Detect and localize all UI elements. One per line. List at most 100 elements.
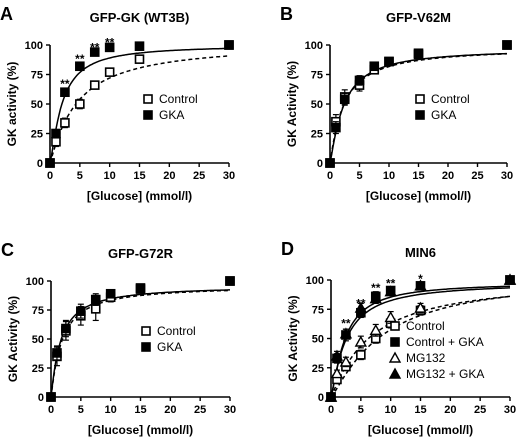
legend-label: MG132: [406, 351, 446, 365]
x-tick-label: 20: [163, 170, 175, 182]
data-point: [105, 288, 116, 299]
data-point: [369, 292, 382, 304]
data-point: [134, 41, 145, 51]
data-point: [104, 67, 115, 77]
panel-d: D MIN6 0 5 10 15 20 25 30 0 25 50 75 100 [Glucose] (mm…: [281, 239, 517, 437]
chart-title: GFP-V62M: [386, 10, 451, 25]
x-tick-label: 15: [134, 404, 146, 416]
data-point: [90, 304, 101, 314]
x-tick-label: 25: [471, 170, 483, 182]
y-tick-label: 75: [311, 70, 323, 82]
significance-marker: **: [356, 296, 366, 310]
data-point: [330, 367, 344, 379]
legend-label: Control: [157, 324, 196, 338]
data-point: [331, 122, 341, 133]
significance-marker: **: [341, 316, 351, 330]
data-point: [90, 294, 101, 305]
data-point: [384, 310, 397, 323]
significance-marker: *: [418, 272, 423, 286]
y-tick-label: 0: [317, 158, 323, 170]
significance-marker: **: [371, 281, 381, 295]
legend-marker: [141, 326, 151, 336]
data-point: [384, 285, 397, 297]
significance-marker: **: [75, 52, 85, 66]
data-point: [45, 158, 55, 168]
fit-line: [49, 47, 229, 164]
x-tick-label: 15: [412, 170, 424, 182]
y-tick-label: 0: [318, 392, 324, 404]
legend-marker: [388, 351, 402, 363]
legend-marker: [390, 321, 400, 331]
data-point: [104, 42, 115, 53]
data-point: [354, 335, 368, 347]
significance-marker: **: [105, 36, 115, 50]
x-axis-label: [Glucose] (mmol/l): [87, 189, 192, 203]
y-tick-label: 25: [31, 129, 43, 141]
y-tick-label: 0: [38, 392, 44, 404]
chart-title: GFP-GK (WT3B): [90, 10, 190, 25]
legend: Control GKA: [141, 324, 196, 354]
x-tick-label: 30: [501, 170, 513, 182]
legend: Control GKA: [415, 92, 470, 122]
x-tick-label: 10: [383, 170, 395, 182]
y-tick-label: 50: [32, 334, 44, 346]
x-tick-label: 25: [474, 404, 486, 416]
panel-label: C: [1, 240, 14, 260]
fit-line: [329, 53, 508, 164]
panel-b: B GFP-V62M 0 5 10 15 20 25 30 0 25 50 75 100 [Glucose]…: [280, 4, 513, 203]
y-tick-label: 25: [311, 129, 323, 141]
data-point: [330, 349, 344, 361]
y-tick-label: 50: [311, 99, 323, 111]
panel-label: B: [280, 4, 293, 24]
x-tick-label: 30: [504, 404, 516, 416]
legend-label: GKA: [159, 108, 184, 122]
legend: Control GKA: [143, 92, 198, 122]
legend-marker: [388, 367, 402, 379]
data-point: [339, 355, 353, 367]
data-point: [61, 323, 71, 334]
x-tick-label: 25: [194, 404, 206, 416]
data-point: [75, 61, 85, 72]
y-axis-label: GK Activity (%): [285, 61, 299, 147]
y-tick-label: 75: [32, 305, 44, 317]
data-point: [46, 392, 56, 402]
data-point: [75, 99, 85, 109]
y-tick-label: 100: [25, 40, 43, 52]
legend-label: Control + GKA: [406, 335, 484, 349]
x-tick-label: 0: [47, 170, 53, 182]
x-tick-label: 5: [77, 170, 83, 182]
data-point: [503, 273, 517, 285]
data-point: [413, 48, 424, 59]
significance-marker: **: [90, 40, 100, 54]
x-tick-label: 5: [358, 404, 364, 416]
y-axis-label: GK Activity (%): [286, 295, 300, 381]
x-tick-label: 20: [444, 404, 456, 416]
legend-marker: [141, 342, 151, 352]
legend: Control Control + GKA MG132 MG132 + GKA: [388, 319, 484, 381]
y-tick-label: 75: [31, 70, 43, 82]
data-point: [384, 56, 394, 67]
legend-label: GKA: [431, 108, 456, 122]
data-point: [51, 128, 61, 139]
data-point: [369, 323, 382, 336]
legend-marker: [143, 110, 153, 120]
x-tick-label: 0: [48, 404, 54, 416]
data-point: [414, 301, 427, 313]
x-tick-label: 15: [414, 404, 426, 416]
fit-line: [329, 52, 507, 164]
x-tick-label: 15: [133, 170, 145, 182]
x-axis-label: [Glucose] (mmol/l): [368, 423, 473, 437]
data-point: [339, 94, 350, 105]
chart-title: MIN6: [405, 245, 436, 260]
x-tick-label: 5: [78, 404, 84, 416]
data-point: [76, 306, 86, 316]
legend-label: Control: [431, 92, 470, 106]
panel-c: C GFP-G72R 0 5 10 15 20 25 30 0 25 50 75 100 [Glucose]…: [1, 240, 236, 437]
significance-marker: **: [386, 277, 396, 291]
y-tick-label: 100: [26, 276, 44, 288]
y-tick-label: 25: [312, 363, 324, 375]
x-tick-label: 20: [164, 404, 176, 416]
x-tick-label: 10: [385, 404, 397, 416]
data-point: [354, 301, 368, 313]
data-point: [135, 283, 146, 293]
